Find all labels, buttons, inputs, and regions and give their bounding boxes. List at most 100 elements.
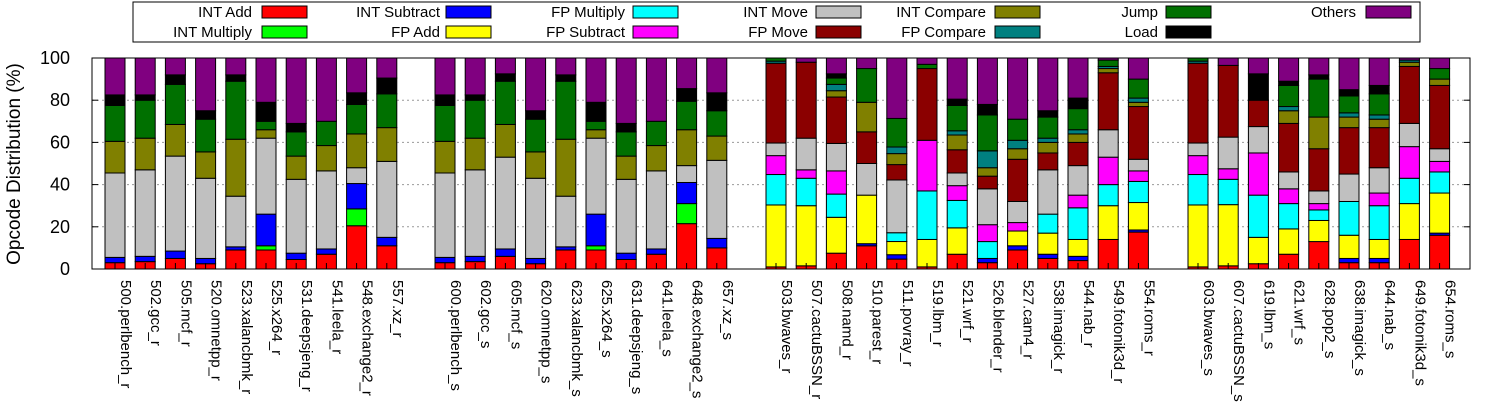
bar-segment-others [916,57,938,65]
bar-segment-fp-compare [1278,106,1300,112]
x-tick-label: 541.leela_r [328,280,345,354]
bar-segment-int-move [1187,142,1209,157]
x-tick-label: 654.roms_s [1442,280,1459,358]
bar-segment-fp-move [1127,106,1149,160]
bar-segment-jump [1429,68,1451,80]
bar-segment-int-subtract [346,183,368,210]
legend-swatch [994,25,1041,39]
bar-segment-fp-multiply [1278,203,1300,230]
bar-segment-fp-multiply [976,241,998,259]
bar-segment-int-compare [976,167,998,177]
bar-segment-int-move [706,159,728,239]
bar-segment-int-move [946,172,968,187]
bar-segment-int-compare [315,145,337,172]
bar-segment-fp-multiply [1338,200,1360,236]
x-tick-label: 621.wrf_s [1291,280,1308,345]
x-tick-label: 631.deepsjeng_s [628,280,645,394]
bar-segment-jump [676,100,698,131]
bar-segment-fp-add [886,241,908,256]
bar-segment-jump [825,77,847,85]
legend-swatch [815,25,862,39]
bar-segment-fp-multiply [1127,180,1149,204]
bar-segment-fp-subtract [1398,146,1420,179]
y-tick-label: 0 [60,259,70,279]
bar-segment-fp-compare [976,150,998,169]
bar-segment-int-move [225,195,247,248]
bar-segment-load [825,73,847,79]
x-tick-label: 510.parest_r [869,280,886,364]
bar-segment-jump [916,63,938,70]
bar-segment-int-move [104,172,126,258]
bar-segment-fp-multiply [795,177,817,207]
bar-segment-int-compare [225,138,247,197]
bar-segment-int-compare [104,140,126,174]
bar-segment-int-compare [1429,78,1451,86]
bar-segment-fp-add [1217,204,1239,267]
bar-segment-int-compare [645,145,667,172]
bar-segment-jump [1308,78,1330,118]
x-tick-label: 526.blender_r [989,280,1006,373]
bar-segment-int-compare [164,123,186,157]
bar-segment-jump [706,110,728,137]
x-tick-label: 502.gcc_r [147,280,164,346]
bar-segment-fp-compare [1127,97,1149,103]
bar-segment-fp-multiply [1398,177,1420,205]
bar-segment-fp-subtract [1007,222,1029,232]
x-tick-label: 548.exchange2_r [359,280,376,396]
bar-segment-load [1368,84,1390,95]
bar-segment-load [976,103,998,116]
bar-segment-fp-move [795,61,817,139]
bar-segment-load [376,77,398,95]
bar-segment-int-compare [1097,68,1119,74]
bar-segment-fp-compare [825,83,847,92]
bar-segment-int-move [1007,200,1029,224]
bar-segment-int-subtract [1037,253,1059,259]
x-tick-label: 527.cam4_r [1020,280,1037,359]
bar-segment-fp-add [1429,192,1451,234]
x-tick-label: 600.perlbench_s [447,280,464,391]
x-tick-label: 619.lbm_s [1260,280,1277,349]
bar-segment-int-compare [195,151,217,179]
bar-segment-others [1127,57,1149,80]
bar-segment-jump [525,118,547,153]
x-tick-label: 644.nab_s [1381,280,1398,350]
bar-segment-int-move [765,142,787,157]
bar-segment-others [856,57,878,70]
y-axis-label: Opcode Distribution (%) [4,63,25,265]
bar-segment-fp-multiply [1217,178,1239,206]
bar-segment-fp-move [946,149,968,174]
bar-segment-int-move [886,179,908,234]
bar-segment-jump [285,131,307,157]
bar-segment-int-compare [615,155,637,180]
x-tick-label: 508.namd_r [838,280,855,360]
bar-segment-fp-multiply [1187,174,1209,206]
bar-segment-int-compare [1368,118,1390,129]
bar-segment-fp-multiply [946,199,968,229]
bar-segment-others [825,57,847,75]
bar-segment-int-move [1278,171,1300,190]
bar-segment-load [555,74,577,82]
bar-segment-int-move [1429,148,1451,162]
bar-segment-int-subtract [886,254,908,260]
plot-frame [91,57,1471,270]
bar-segment-int-move [1308,190,1330,205]
x-tick-label: 603.bwaves_s [1200,280,1217,376]
x-tick-label: 605.mcf_s [507,280,524,349]
legend: INT Add INT Multiply INT Subtract FP Add FP … [132,1,1421,43]
bar-segment-load [225,74,247,82]
legend-swatch [445,5,492,19]
x-tick-label: 641.leela_s [658,280,675,357]
bar-segment-fp-compare [1007,139,1029,150]
legend-swatch [632,5,679,19]
bar-segment-load [434,94,456,106]
legend-swatch [261,5,308,19]
legend-label: FP Move [748,24,808,41]
bar-segment-fp-move [1247,99,1269,128]
x-tick-label: 521.wrf_r [959,280,976,343]
bar-segment-fp-subtract [1127,170,1149,182]
bar-segment-fp-compare [1338,112,1360,118]
bar-segment-fp-multiply [1037,213,1059,234]
x-tick-label: 549.fotonik3d_r [1110,280,1127,383]
bar-segment-fp-add [1247,236,1269,265]
bar-segment-load [946,98,968,106]
